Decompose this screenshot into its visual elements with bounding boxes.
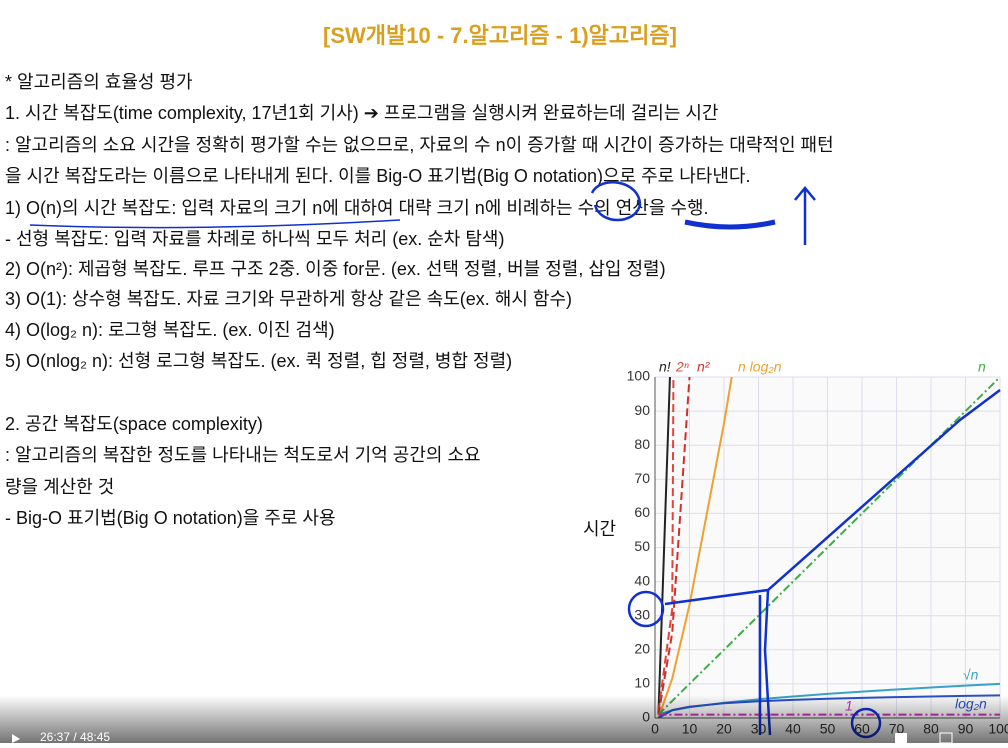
y-tick-label: 70 [634,470,650,486]
text-line: : 알고리즘의 소요 시간을 정확히 평가할 수는 없으므로, 자료의 수 n이… [5,135,834,155]
y-tick-label: 80 [634,436,650,452]
curve-label: √n [963,667,979,683]
y-tick-label: 100 [627,368,651,384]
curve [657,377,691,715]
y-tick-label: 10 [634,675,650,691]
text-line: 1) O(n)의 시간 복잡도: 입력 자료의 크기 n에 대하여 대략 크기 … [5,198,709,218]
annotation-circle [627,590,665,628]
y-tick-label: 30 [634,606,650,622]
text-line: 1. 시간 복잡도(time complexity, 17년1회 기사) ➔ 프… [5,103,719,123]
annotation-arrow [794,186,816,245]
text-line: - 선형 복잡도: 입력 자료를 차례로 하나씩 모두 처리 (ex. 순차 탐… [5,229,504,249]
slide-title: [SW개발10 - 7.알고리즘 - 1)알고리즘] [323,23,677,48]
y-tick-label: 60 [634,504,650,520]
text-line: 4) O(log₂ n): 로그형 복잡도. (ex. 이진 검색) [5,320,335,340]
y-tick-label: 20 [634,641,650,657]
y-axis-label: 시간 [583,519,616,539]
play-button[interactable] [12,734,20,743]
curve-label: 2ⁿ [675,359,689,375]
text-line: - Big-O 표기법(Big O notation)을 주로 사용 [5,508,336,528]
y-tick-label: 50 [634,538,650,554]
text-line: * 알고리즘의 효율성 평가 [5,72,193,92]
curve-label: n log₂n [738,359,782,375]
curve-label: n! [659,359,671,375]
text-line: 2. 공간 복잡도(space complexity) [5,414,263,434]
annotation-stroke [664,389,1001,606]
player-time: 26:37 / 48:45 [40,730,110,743]
text-line: 2) O(n²): 제곱형 복잡도. 루프 구조 2중. 이중 for문. (e… [5,259,666,279]
volume-button[interactable] [895,733,907,743]
text-line: : 알고리즘의 복잡한 정도를 나타내는 척도로서 기억 공간의 소요 [5,445,481,465]
annotation-stroke [29,219,401,229]
curve-label: n² [697,359,711,375]
annotation-circle [590,181,642,222]
annotation-stroke [684,219,776,230]
text-line: 3) O(1): 상수형 복잡도. 자료 크기와 무관하게 항상 같은 속도(e… [5,289,572,309]
y-tick-label: 40 [634,572,650,588]
curve [657,377,733,718]
y-tick-label: 90 [634,402,650,418]
curve [657,377,675,712]
text-line: 량을 계산한 것 [5,477,114,497]
curve-label: n [978,359,986,375]
player-bar [0,695,1008,743]
text-line: 5) O(nlog₂ n): 선형 로그형 복잡도. (ex. 퀵 정렬, 힙 … [5,351,512,371]
text-line: 을 시간 복잡도라는 이름으로 나타내게 된다. 이를 Big-O 표기법(Bi… [5,166,750,186]
